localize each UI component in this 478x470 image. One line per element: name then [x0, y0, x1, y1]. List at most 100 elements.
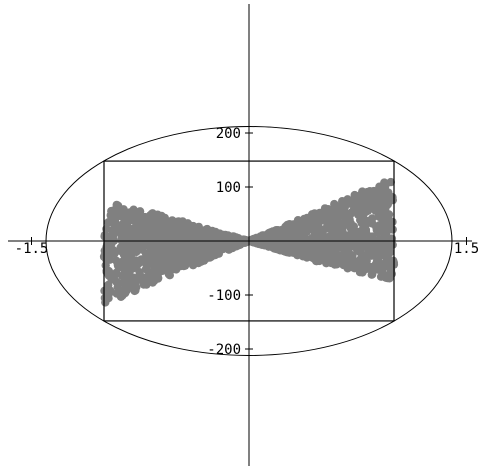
scatter-point — [344, 261, 353, 270]
scatter-point — [113, 283, 122, 292]
scatter-point — [279, 243, 288, 252]
scatter-point — [350, 190, 359, 200]
scatter-point — [373, 228, 383, 237]
scatter-point — [376, 272, 386, 281]
scatter-point — [336, 257, 346, 266]
scatter-point — [222, 233, 231, 242]
scatter-point — [363, 187, 372, 197]
y-tick: -100 — [207, 288, 253, 304]
scatter-point — [185, 248, 195, 258]
scatter-point — [290, 228, 300, 238]
scatter-point — [154, 254, 163, 263]
scatter-point — [351, 204, 360, 214]
scatter-point — [146, 211, 155, 220]
scatter-point — [149, 260, 158, 269]
scatter-point — [377, 184, 386, 193]
scatter-point — [114, 221, 123, 230]
scatter-point — [163, 250, 172, 259]
scatter-point — [313, 226, 322, 236]
scatter-point — [378, 194, 387, 204]
axis-ticks: -1.5 1.5 200 100 -100 -200 — [15, 126, 478, 358]
scatter-point — [162, 256, 172, 265]
scatter-point — [115, 262, 124, 272]
scatter-point — [362, 207, 371, 216]
scatter-point — [264, 242, 273, 251]
scatter-point — [115, 206, 124, 215]
scatter-point — [297, 250, 306, 260]
scatter-point — [308, 239, 317, 249]
scatter-point — [382, 228, 391, 238]
scatter-point — [168, 262, 178, 271]
scatter-point — [155, 248, 165, 257]
scatter-point — [107, 213, 117, 222]
scatter-point — [383, 200, 392, 209]
scatter-point — [317, 209, 326, 218]
scatter-point — [178, 221, 188, 230]
scatter-point — [218, 244, 227, 254]
scatter-point — [129, 263, 139, 273]
scatter-point — [105, 255, 115, 264]
scatter-point — [335, 205, 344, 214]
scatter-point — [137, 237, 147, 246]
scatter-point — [316, 240, 325, 249]
scatter-points — [99, 177, 399, 307]
scatter-point — [132, 245, 141, 254]
scatter-point — [264, 228, 274, 238]
x-tick: 1.5 — [454, 237, 478, 257]
scatter-point — [389, 256, 398, 265]
scatter-point — [107, 206, 116, 216]
scatter-point — [312, 256, 322, 266]
scatter-point — [358, 225, 367, 235]
y-tick: 100 — [216, 180, 253, 196]
y-tick-label: 200 — [216, 126, 241, 142]
scatter-point — [367, 270, 376, 279]
scatter-point — [286, 247, 295, 257]
scatter-point — [186, 226, 195, 236]
scatter-point — [205, 237, 214, 246]
scatter-point — [377, 263, 387, 272]
scatter-point — [331, 218, 340, 227]
scatter-point — [329, 209, 338, 219]
x-tick: -1.5 — [15, 237, 49, 257]
scatter-point — [355, 235, 364, 244]
scatter-point — [210, 229, 219, 239]
scatter-point — [281, 228, 291, 238]
scatter-point — [371, 261, 380, 270]
scatter-point — [121, 212, 130, 221]
scatter-point — [295, 220, 304, 229]
scatter-point — [373, 205, 382, 214]
scatter-point — [289, 220, 298, 229]
scatter-point — [255, 234, 265, 244]
scatter-point — [349, 256, 358, 265]
scatter-point — [155, 225, 164, 234]
scatter-point — [175, 259, 184, 268]
scatter-point — [117, 291, 126, 300]
scatter-point — [170, 220, 179, 229]
scatter-point — [378, 244, 387, 253]
scatter-point — [356, 212, 366, 222]
scatter-point — [130, 231, 139, 240]
x-tick-label: -1.5 — [15, 241, 49, 257]
y-tick: -200 — [207, 342, 253, 358]
scatter-point — [185, 233, 195, 242]
scatter-point — [134, 209, 144, 219]
scatter-point — [128, 276, 137, 285]
scatter-point — [205, 253, 214, 262]
y-tick-label: -200 — [207, 342, 241, 358]
scatter-point — [189, 241, 198, 250]
scatter-point — [349, 227, 358, 236]
y-tick-label: -100 — [207, 288, 241, 304]
scatter-point — [150, 266, 160, 276]
scatter-point — [324, 251, 334, 260]
scatter-point — [159, 234, 168, 243]
x-tick-label: 1.5 — [454, 241, 478, 257]
scatter-point — [138, 273, 147, 282]
scatter-point — [126, 251, 136, 260]
scatter-point — [103, 288, 113, 298]
scatter-point — [376, 211, 385, 221]
scatter-point — [131, 282, 140, 292]
scatter-point — [100, 230, 110, 240]
scatter-point — [193, 249, 202, 258]
y-tick-label: 100 — [216, 180, 241, 196]
